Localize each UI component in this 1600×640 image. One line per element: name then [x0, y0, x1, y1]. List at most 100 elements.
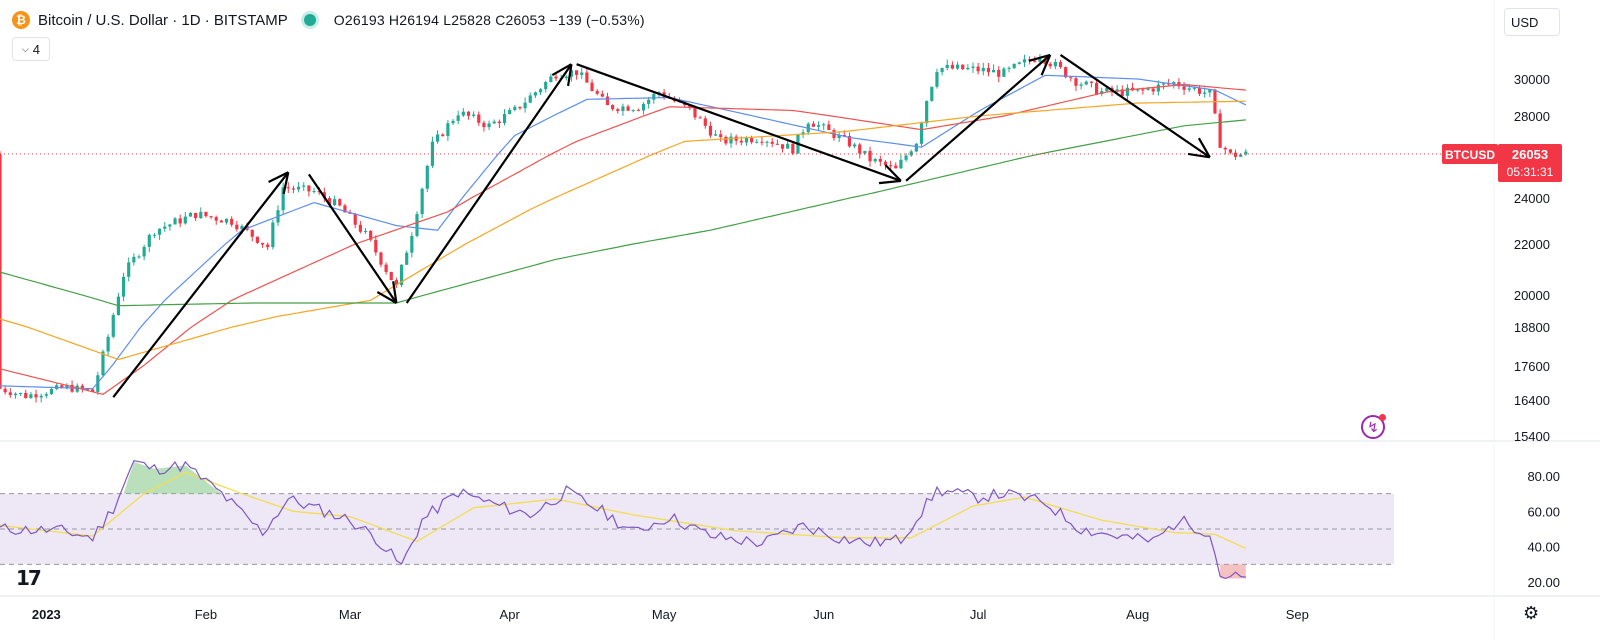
candle-body: [961, 64, 965, 70]
candle-body: [837, 135, 841, 139]
candle-body: [1161, 83, 1166, 85]
candle-body: [827, 124, 831, 131]
candle-body: [899, 159, 903, 169]
candle-body: [1136, 89, 1140, 91]
candle-body: [451, 120, 455, 124]
candle-body: [214, 217, 218, 221]
rsi-axis-label: 80.00: [1527, 469, 1560, 484]
candle-body: [595, 91, 599, 94]
tradingview-logo-icon[interactable]: 17: [16, 566, 42, 590]
candle-body: [724, 137, 728, 144]
price-axis-label: 24000: [1514, 191, 1550, 206]
candle-body: [760, 141, 764, 143]
rsi-overbought-fill: [123, 461, 222, 494]
candle-body: [80, 385, 84, 389]
candle-body: [39, 395, 43, 398]
trend-arrow-head: [1187, 152, 1210, 159]
candle-body: [605, 96, 610, 106]
candle-body: [1017, 62, 1021, 64]
candle-body: [353, 213, 357, 225]
trend-arrow-head: [376, 291, 397, 304]
candle-body: [513, 106, 517, 110]
candle-body: [497, 121, 501, 124]
price-axis-label: 15400: [1514, 429, 1550, 444]
time-axis-label: Mar: [339, 607, 362, 622]
candle-body: [157, 228, 162, 235]
time-axis-label: Aug: [1126, 607, 1149, 622]
candle-body: [492, 121, 496, 124]
candle-body: [858, 144, 862, 154]
candle-body: [986, 67, 991, 73]
candle-body: [291, 188, 296, 190]
candle-body: [925, 100, 929, 124]
candle-body: [966, 67, 970, 70]
candle-body: [435, 134, 440, 142]
candle-body: [1007, 67, 1011, 69]
candle-body: [8, 392, 12, 396]
candle-body: [333, 199, 337, 206]
candle-body: [955, 64, 960, 69]
indicators-toggle-button[interactable]: ⌵ 4: [12, 37, 50, 61]
candle-body: [1100, 91, 1104, 94]
candle-body: [1064, 67, 1068, 78]
candle-body: [18, 393, 23, 395]
candle-body: [266, 244, 270, 248]
candle-body: [147, 234, 151, 247]
candle-body: [1177, 82, 1181, 87]
candle-body: [132, 256, 136, 263]
candle-body: [755, 141, 759, 143]
candle-body: [909, 151, 913, 156]
candle-body: [981, 67, 985, 72]
candle-body: [111, 315, 115, 337]
rsi-line: [0, 460, 1246, 580]
trend-arrow: [576, 63, 902, 182]
currency-button[interactable]: USD: [1504, 8, 1560, 36]
candle-body: [101, 351, 105, 376]
trend-arrow-head: [268, 171, 289, 184]
time-axis-label: May: [652, 607, 677, 622]
trend-arrow-head: [1028, 53, 1051, 62]
symbol-title[interactable]: Bitcoin / U.S. Dollar · 1D · BITSTAMP: [38, 11, 288, 29]
candle-body: [1033, 60, 1037, 62]
candle-body: [549, 76, 553, 83]
candle-body: [729, 136, 733, 144]
candle-body: [466, 111, 471, 116]
candle-body: [394, 280, 399, 286]
candle-body: [842, 135, 846, 137]
time-axis-label: Feb: [195, 607, 217, 622]
candle-body: [538, 89, 543, 93]
candle-body: [1244, 151, 1248, 155]
candle-body: [260, 242, 265, 245]
candle-body: [744, 138, 749, 143]
candle-body: [636, 110, 640, 112]
candle-body: [343, 205, 347, 213]
price-axis-label: 22000: [1514, 237, 1550, 252]
symbol-header: ₿ Bitcoin / U.S. Dollar · 1D · BITSTAMP …: [12, 6, 645, 34]
candle-body: [544, 82, 548, 90]
bitcoin-icon: ₿: [12, 11, 30, 29]
candle-body: [883, 161, 888, 166]
candle-body: [811, 123, 816, 127]
candle-body: [528, 95, 532, 103]
candle-body: [554, 76, 558, 79]
candle-body: [580, 72, 584, 75]
candle-body: [1053, 61, 1057, 67]
candle-body: [1141, 89, 1145, 91]
gear-icon[interactable]: ⚙: [1523, 603, 1540, 623]
candle-body: [379, 252, 383, 265]
candle-body: [1192, 87, 1196, 89]
candle-body: [374, 239, 378, 253]
candle-body: [250, 229, 254, 237]
lightning-icon[interactable]: ↯: [1361, 414, 1386, 439]
candle-body: [369, 231, 373, 240]
ohlc-readout: O26193 H26194 L25828 C26053 −139 (−0.53%…: [333, 12, 645, 28]
candle-body: [780, 144, 785, 149]
candle-body: [863, 150, 867, 154]
candle-body: [786, 143, 790, 149]
candle-body: [0, 154, 2, 389]
trend-arrow-head: [1197, 137, 1211, 158]
candle-body: [1094, 82, 1099, 94]
candle-body: [281, 187, 285, 211]
candle-body: [363, 231, 368, 233]
